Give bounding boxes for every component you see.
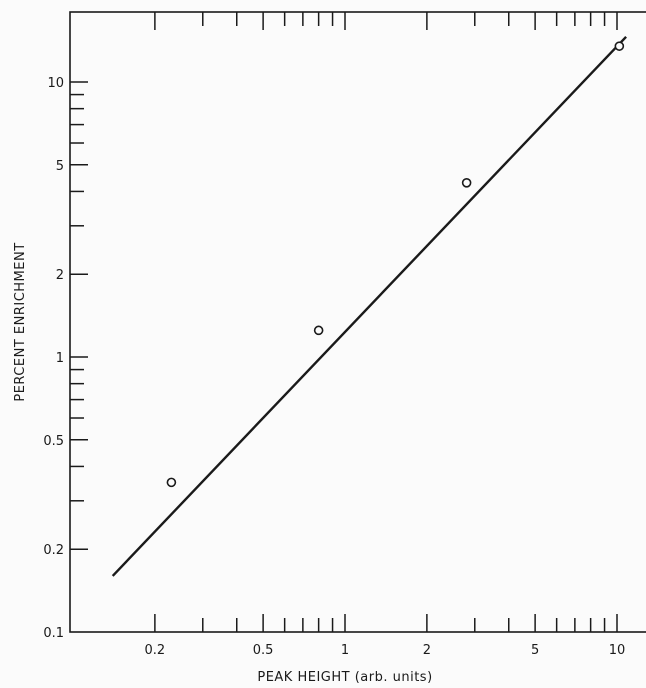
x-tick-label: 5 (531, 643, 539, 658)
x-tick-label: 1 (341, 643, 349, 658)
data-point (313, 325, 324, 336)
y-tick-label: 1 (56, 351, 64, 366)
x-tick-label: 2 (423, 643, 431, 658)
x-axis-tick-labels: 0.2 0.5 1 2 5 10 (145, 643, 626, 658)
x-axis-title: PEAK HEIGHT (arb. units) (257, 670, 432, 685)
fit-line (111, 35, 627, 577)
data-point (166, 477, 177, 488)
x-tick-label: 0.5 (253, 643, 274, 658)
x-tick-label: 0.2 (145, 643, 166, 658)
y-tick-label: 0.2 (43, 543, 64, 558)
y-axis-tick-labels: 0.1 0.2 0.5 1 2 5 10 (43, 76, 64, 641)
data-point (614, 41, 625, 51)
y-tick-label: 0.1 (43, 626, 64, 641)
x-tick-label: 10 (609, 643, 626, 658)
y-tick-label: 0.5 (43, 434, 64, 449)
y-axis-ticks (70, 81, 88, 550)
y-tick-label: 5 (56, 159, 64, 174)
y-tick-label: 10 (47, 76, 64, 91)
x-axis-ticks (154, 12, 618, 632)
series-layer (111, 35, 627, 577)
y-tick-label: 2 (56, 268, 64, 283)
plot-frame (69, 11, 646, 633)
y-axis-title: PERCENT ENRICHMENT (13, 242, 28, 401)
data-point (461, 177, 472, 188)
